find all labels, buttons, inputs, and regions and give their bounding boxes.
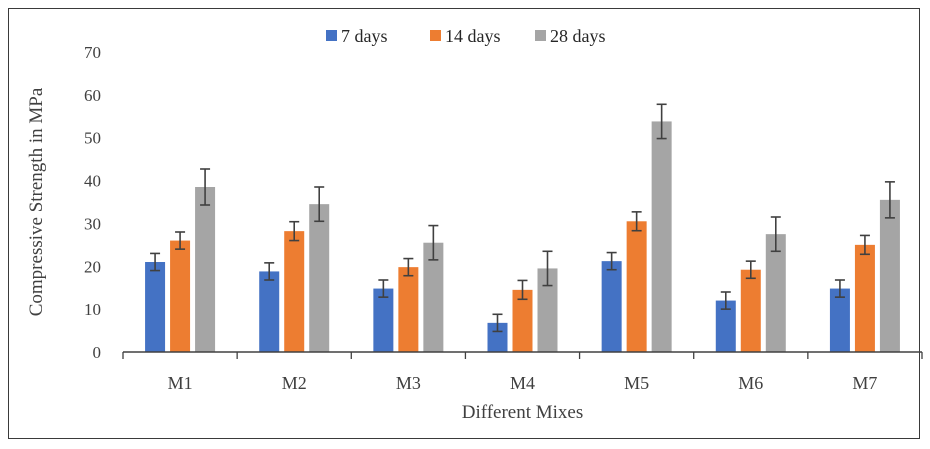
x-category-label: M5 — [624, 373, 649, 393]
bar-m4-28-days — [537, 268, 558, 352]
error-bar — [314, 186, 325, 223]
error-bar — [428, 224, 439, 261]
bar-m3-7-days — [373, 288, 394, 352]
bar-m6-7-days — [715, 300, 736, 352]
error-bar — [884, 181, 895, 219]
y-tick-label: 40 — [84, 172, 101, 191]
error-bar — [403, 257, 414, 277]
x-axis: M1 M2 M3 M4 M5 M6 M7 — [122, 351, 923, 393]
legend: 7 days 14 days 28 days — [326, 26, 606, 46]
x-category-label: M1 — [168, 373, 193, 393]
bar-m3-28-days — [423, 242, 444, 352]
y-axis: 0 10 20 30 40 50 60 70 — [84, 43, 101, 362]
error-bar — [606, 251, 617, 271]
legend-label: 28 days — [550, 26, 606, 46]
bar-m1-7-days — [145, 262, 166, 352]
error-bar — [492, 313, 503, 333]
y-axis-title: Compressive Strength in MPa — [26, 87, 47, 316]
bar-m1-28-days — [195, 187, 216, 352]
bar-m5-7-days — [601, 261, 622, 352]
bar-m7-7-days — [829, 288, 850, 352]
legend-label: 7 days — [341, 26, 388, 46]
error-bar — [289, 220, 300, 242]
chart-frame — [8, 8, 920, 439]
error-bar — [150, 252, 161, 272]
error-bar — [175, 231, 186, 250]
x-category-label: M7 — [852, 373, 877, 393]
bar-m6-28-days — [765, 234, 786, 352]
y-tick-label: 60 — [84, 86, 101, 105]
bar-m7-14-days — [854, 244, 875, 352]
y-tick-label: 0 — [93, 343, 102, 362]
bar-m5-14-days — [626, 221, 647, 352]
y-tick-label: 30 — [84, 214, 101, 233]
error-bar — [542, 250, 553, 287]
error-bar — [378, 279, 389, 298]
x-category-label: M4 — [510, 373, 535, 393]
bar-m6-14-days — [740, 269, 761, 352]
bar-m4-14-days — [512, 289, 533, 352]
legend-swatch — [535, 30, 546, 41]
error-bar — [859, 234, 870, 256]
error-bar — [770, 216, 781, 253]
error-bar — [631, 211, 642, 232]
error-bar — [834, 279, 845, 298]
x-category-label: M2 — [282, 373, 307, 393]
error-bar — [656, 103, 667, 140]
error-bar — [517, 279, 528, 301]
y-tick-label: 50 — [84, 129, 101, 148]
bar-m2-14-days — [284, 231, 305, 352]
legend-swatch — [430, 30, 441, 41]
bar-m3-14-days — [398, 267, 419, 352]
x-axis-title: Different Mixes — [462, 402, 584, 423]
y-tick-label: 20 — [84, 257, 101, 276]
error-bar — [264, 262, 275, 281]
y-tick-label: 10 — [84, 300, 101, 319]
bar-m2-7-days — [259, 271, 280, 352]
y-tick-label: 70 — [84, 43, 101, 62]
bar-m5-28-days — [651, 121, 672, 352]
bar-m7-28-days — [879, 199, 900, 352]
x-category-label: M6 — [738, 373, 763, 393]
bar-m4-7-days — [487, 322, 508, 352]
error-bar — [745, 260, 756, 280]
x-category-label: M3 — [396, 373, 421, 393]
error-bar — [200, 168, 211, 206]
legend-swatch — [326, 30, 337, 41]
bars-layer — [145, 103, 900, 352]
legend-label: 14 days — [445, 26, 501, 46]
bar-m1-14-days — [170, 240, 191, 352]
error-bar — [720, 291, 731, 310]
bar-m2-28-days — [309, 204, 330, 352]
